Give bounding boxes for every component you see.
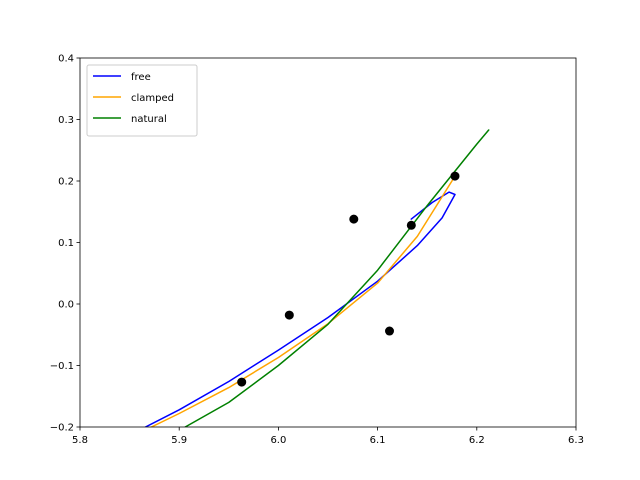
x-tick-label: 6.3 [568,435,584,446]
data-point [450,171,460,181]
series-line-natural [184,129,490,427]
series-line-free [144,191,456,427]
y-tick-label: 0.4 [58,54,74,65]
legend-label-clamped: clamped [131,93,174,104]
y-tick-label: −0.1 [50,361,74,372]
y-axis: −0.2 −0.1 0.0 0.1 0.2 0.3 0.4 [50,54,80,434]
data-point [349,214,359,224]
series-lines [144,129,490,427]
x-tick-label: 6.2 [469,435,485,446]
data-point [237,377,247,387]
x-tick-label: 6.0 [270,435,286,446]
y-tick-label: 0.3 [58,115,74,126]
legend: free clamped natural [86,64,198,137]
series-line-clamped [150,175,456,427]
x-tick-label: 6.1 [370,435,386,446]
data-point [385,326,395,336]
x-tick-label: 5.8 [72,435,88,446]
x-tick-label: 5.9 [171,435,187,446]
y-tick-label: 0.2 [58,177,74,188]
legend-label-natural: natural [131,114,167,125]
y-tick-label: 0.1 [58,238,74,249]
x-axis: 5.8 5.9 6.0 6.1 6.2 6.3 [72,427,584,446]
y-tick-label: −0.2 [50,423,74,434]
data-point [284,310,294,320]
data-point [406,220,416,230]
legend-label-free: free [131,72,151,83]
y-tick-label: 0.0 [58,300,74,311]
